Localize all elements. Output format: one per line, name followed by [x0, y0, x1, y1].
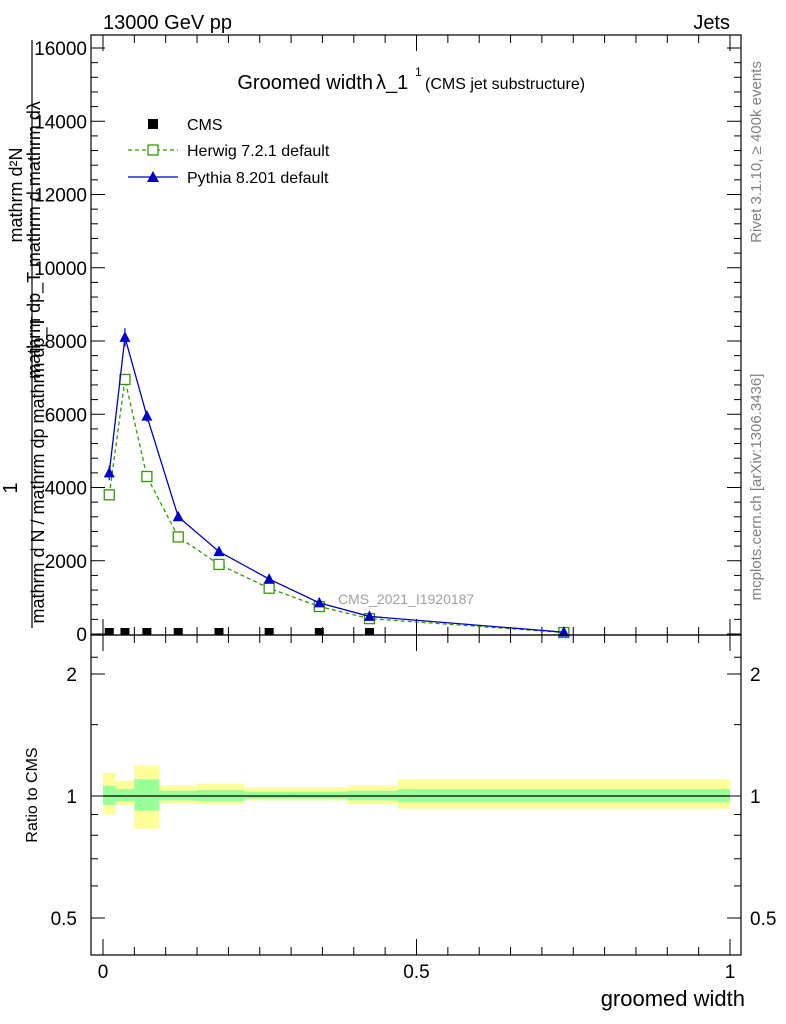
pythia-data-point — [313, 596, 325, 608]
ylabel-side: mathrm dp_T mathrm d mathrm dλ — [24, 101, 45, 379]
herwig-data-point — [103, 489, 115, 501]
ylabel-numerator: mathrm d²N — [6, 147, 26, 242]
ratio-band-stat — [291, 791, 348, 799]
series-line-1 — [108, 379, 564, 634]
mcplots-label: mcplots.cern.ch [arXiv:1306.3436] — [748, 374, 765, 601]
legend-label-pythia: Pythia 8.201 default — [187, 170, 329, 187]
cms-data-point — [264, 628, 274, 635]
main-y-tick-label: 6000 — [45, 405, 87, 426]
ratio-y-tick-label-right: 1 — [750, 787, 761, 808]
herwig-data-point — [172, 531, 184, 543]
ylabel-one: 1 — [0, 482, 22, 493]
title-symbol: λ_1 — [376, 72, 408, 94]
title-text: Groomed width — [237, 72, 373, 94]
main-y-tick-label: 8000 — [45, 332, 87, 353]
herwig-data-point — [263, 582, 275, 594]
ratio-band-stat — [244, 791, 292, 799]
ratio-band-stat — [134, 779, 160, 811]
header-right: Jets — [693, 12, 730, 34]
herwig-data-point — [119, 373, 131, 386]
ratio-y-axis-label: Ratio to CMS — [24, 747, 41, 842]
main-y-tick-label: 4000 — [45, 479, 87, 500]
pythia-data-point — [141, 410, 153, 421]
main-y-tick-label: 14000 — [34, 112, 87, 133]
ratio-y-tick-label: 0.5 — [51, 909, 77, 930]
title-sup: 1 — [415, 65, 422, 79]
ratio-y-tick-label-right: 2 — [750, 665, 761, 686]
x-tick-label: 1 — [725, 962, 736, 983]
x-tick-label: 0.5 — [403, 962, 429, 983]
legend: CMS Herwig 7.2.1 default Pythia 8.201 de… — [128, 117, 330, 187]
ratio-bands-layer — [103, 765, 730, 829]
ratio-band-stat — [103, 785, 116, 806]
title-suffix: (CMS jet substructure) — [425, 76, 585, 93]
pythia-data-point — [213, 545, 225, 557]
cms-data-point — [142, 628, 152, 635]
pythia-data-point — [103, 466, 115, 478]
main-y-tick-label: 10000 — [34, 259, 87, 280]
analysis-watermark: CMS_2021_I1920187 — [338, 591, 474, 607]
main-y-tick-label: 2000 — [45, 552, 87, 573]
pythia-data-point — [558, 626, 570, 637]
main-y-tick-label: 0 — [76, 625, 87, 646]
pythia-data-point — [263, 573, 275, 584]
legend-marker-herwig — [147, 144, 159, 156]
main-series-layer — [103, 328, 570, 639]
legend-marker-pythia — [147, 171, 159, 182]
ratio-y-tick-label: 1 — [66, 787, 77, 808]
legend-label-herwig: Herwig 7.2.1 default — [187, 143, 330, 160]
herwig-data-point — [213, 558, 225, 571]
ratio-x-ticks: 0 0.5 1 — [98, 635, 736, 983]
y-axis-label: 1 mathrm d²N mathrm dp_T mathrm d mathrm… — [0, 40, 49, 628]
plot-title: Groomed width λ_1 1 (CMS jet substructur… — [237, 65, 585, 94]
ratio-y-tick-label: 2 — [66, 665, 77, 686]
ratio-y-tick-label-right: 0.5 — [750, 909, 776, 930]
rivet-label: Rivet 3.1.10, ≥ 400k events — [748, 61, 765, 243]
cms-data-point — [214, 628, 224, 635]
pythia-data-point — [363, 610, 375, 621]
legend-marker-cms — [148, 119, 158, 129]
ratio-band-stat — [115, 789, 135, 802]
main-y-ticks: 0 2000 4000 6000 8000 10000 12000 14000 16000 — [34, 39, 741, 646]
ylabel-denominator: mathrm d N / mathrm dp mathrm dp_T — [28, 316, 49, 623]
cms-data-point — [104, 628, 114, 635]
cms-data-point — [314, 628, 324, 635]
legend-label-cms: CMS — [187, 117, 223, 134]
cms-data-point — [173, 628, 183, 635]
header-left: 13000 GeV pp — [103, 12, 232, 34]
main-y-tick-label: 12000 — [34, 186, 87, 207]
pythia-data-point — [172, 510, 184, 522]
x-axis-label: groomed width — [601, 986, 745, 1011]
ratio-y-ticks: 0.5 0.5 1 1 2 2 — [51, 656, 776, 930]
cms-data-point — [364, 628, 374, 635]
herwig-data-point — [141, 470, 153, 483]
pythia-data-point — [119, 331, 131, 342]
cms-data-point — [120, 628, 130, 635]
series-line-2 — [108, 337, 564, 633]
main-y-tick-label: 16000 — [34, 39, 87, 60]
x-tick-label: 0 — [98, 962, 109, 983]
